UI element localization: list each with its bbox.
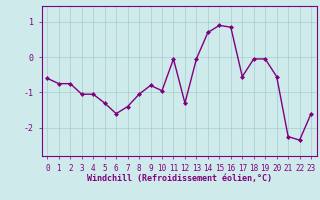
X-axis label: Windchill (Refroidissement éolien,°C): Windchill (Refroidissement éolien,°C) [87, 174, 272, 183]
